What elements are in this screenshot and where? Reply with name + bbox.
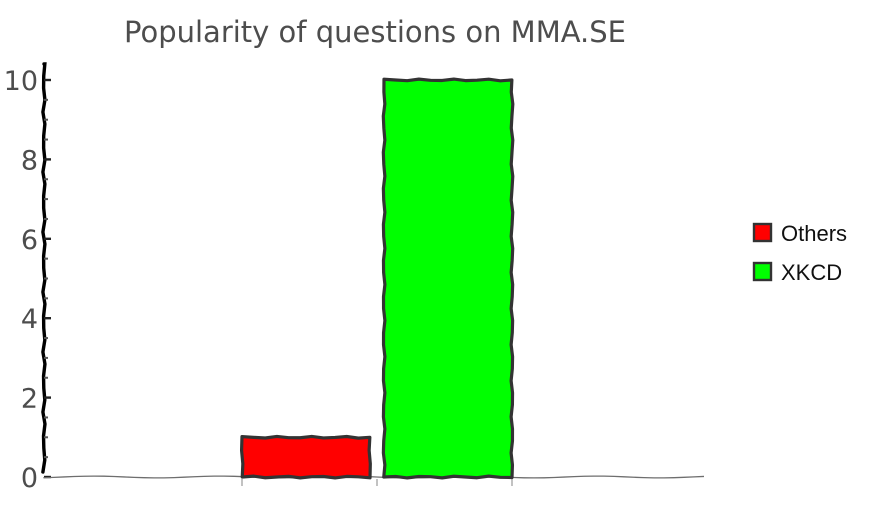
y-tick-label: 6	[21, 225, 38, 256]
legend-swatch-others	[752, 222, 773, 243]
y-axis-line	[41, 62, 47, 474]
legend-label-others: Others	[781, 221, 847, 246]
y-tick-label: 2	[21, 384, 38, 415]
x-axis-line	[43, 475, 705, 479]
y-tick-label: 10	[4, 66, 38, 97]
x-axis	[43, 475, 705, 486]
legend-label-xkcd: XKCD	[781, 260, 842, 285]
y-tick-label: 4	[21, 304, 38, 335]
legend: Others XKCD	[752, 221, 847, 285]
y-tick-label: 8	[21, 145, 38, 176]
legend-swatch-xkcd	[752, 261, 773, 282]
bar-others	[239, 434, 372, 480]
y-axis: 0 2 4 6 8 10	[4, 62, 51, 494]
chart-title: Popularity of questions on MMA.SE	[124, 15, 626, 49]
y-tick-label: 0	[21, 463, 38, 494]
bars	[239, 77, 515, 480]
bar-xkcd	[381, 77, 515, 480]
